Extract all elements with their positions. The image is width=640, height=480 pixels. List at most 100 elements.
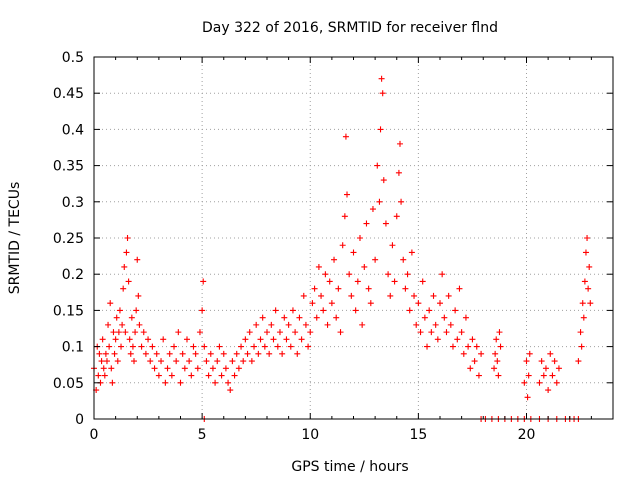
data-point [153,350,160,357]
data-point [235,365,242,372]
data-point [272,307,279,314]
data-point [233,350,240,357]
data-point [333,314,340,321]
data-point [283,336,290,343]
data-points [91,75,594,422]
data-point [320,307,327,314]
data-point [281,314,288,321]
y-tick-label: 0.25 [53,231,84,247]
data-point [586,263,593,270]
data-point [194,365,201,372]
data-point [129,343,136,350]
data-point [430,292,437,299]
data-point [494,358,501,365]
x-tick-label: 0 [90,427,99,443]
data-point [255,350,262,357]
data-point [218,372,225,379]
data-point [469,336,476,343]
data-point [445,292,452,299]
data-point [398,198,405,205]
data-point [251,343,258,350]
data-point [545,387,552,394]
data-point [587,300,594,307]
data-point [100,365,107,372]
data-point [253,321,260,328]
data-point [553,379,560,386]
data-point [331,256,338,263]
y-tick-label: 0 [75,412,84,428]
data-point [456,285,463,292]
x-tick-label: 15 [409,427,427,443]
data-point [114,358,121,365]
data-point [296,314,303,321]
data-point [341,213,348,220]
data-point [200,278,207,285]
data-point [132,329,139,336]
data-point [135,292,142,299]
data-point [162,379,169,386]
data-point [538,358,545,365]
data-point [452,307,459,314]
data-point [361,263,368,270]
data-point [134,256,141,263]
x-tick-label: 20 [518,427,536,443]
data-point [107,300,114,307]
data-point [352,307,359,314]
data-point [348,292,355,299]
x-axis-label: GPS time / hours [291,459,408,475]
data-point [404,271,411,278]
data-point [421,314,428,321]
data-point [443,329,450,336]
data-point [203,358,210,365]
data-point [393,213,400,220]
data-point [103,358,110,365]
data-point [158,358,165,365]
data-point [99,336,106,343]
data-point [147,358,154,365]
data-point [259,314,266,321]
data-point [467,365,474,372]
data-point [227,387,234,394]
data-point [525,372,532,379]
data-point [307,329,314,336]
data-point [424,343,431,350]
data-point [491,365,498,372]
y-tick-labels: 0 0.05 0.1 0.15 0.2 0.25 0.3 0.35 0.4 0.45 0.5 [53,50,84,428]
data-point [186,358,193,365]
data-point [524,394,531,401]
data-point [207,350,214,357]
data-point [460,350,467,357]
data-point [212,379,219,386]
data-point [449,343,456,350]
data-point [120,285,127,292]
data-point [547,350,554,357]
chart-title: Day 322 of 2016, SRMTID for receiver fln… [202,20,498,36]
data-point [298,336,305,343]
data-point [382,220,389,227]
data-point [302,321,309,328]
data-point [229,358,236,365]
data-point [248,358,255,365]
data-point [322,271,329,278]
data-point [408,249,415,256]
data-point [268,321,275,328]
data-point [437,300,443,307]
data-point [372,256,379,263]
data-point [242,336,249,343]
data-point [369,206,376,213]
data-point [475,372,482,379]
data-point [136,321,143,328]
data-point [168,372,175,379]
y-tick-label: 0.4 [62,122,84,138]
x-tick-labels: 0 5 10 15 20 [90,427,536,443]
data-point [131,358,138,365]
data-point [374,162,381,169]
data-point [439,271,446,278]
data-point [279,350,286,357]
data-point [183,336,190,343]
data-point [462,314,469,321]
data-point [126,336,133,343]
data-point [115,329,122,336]
data-point [441,314,448,321]
data-point [246,329,253,336]
